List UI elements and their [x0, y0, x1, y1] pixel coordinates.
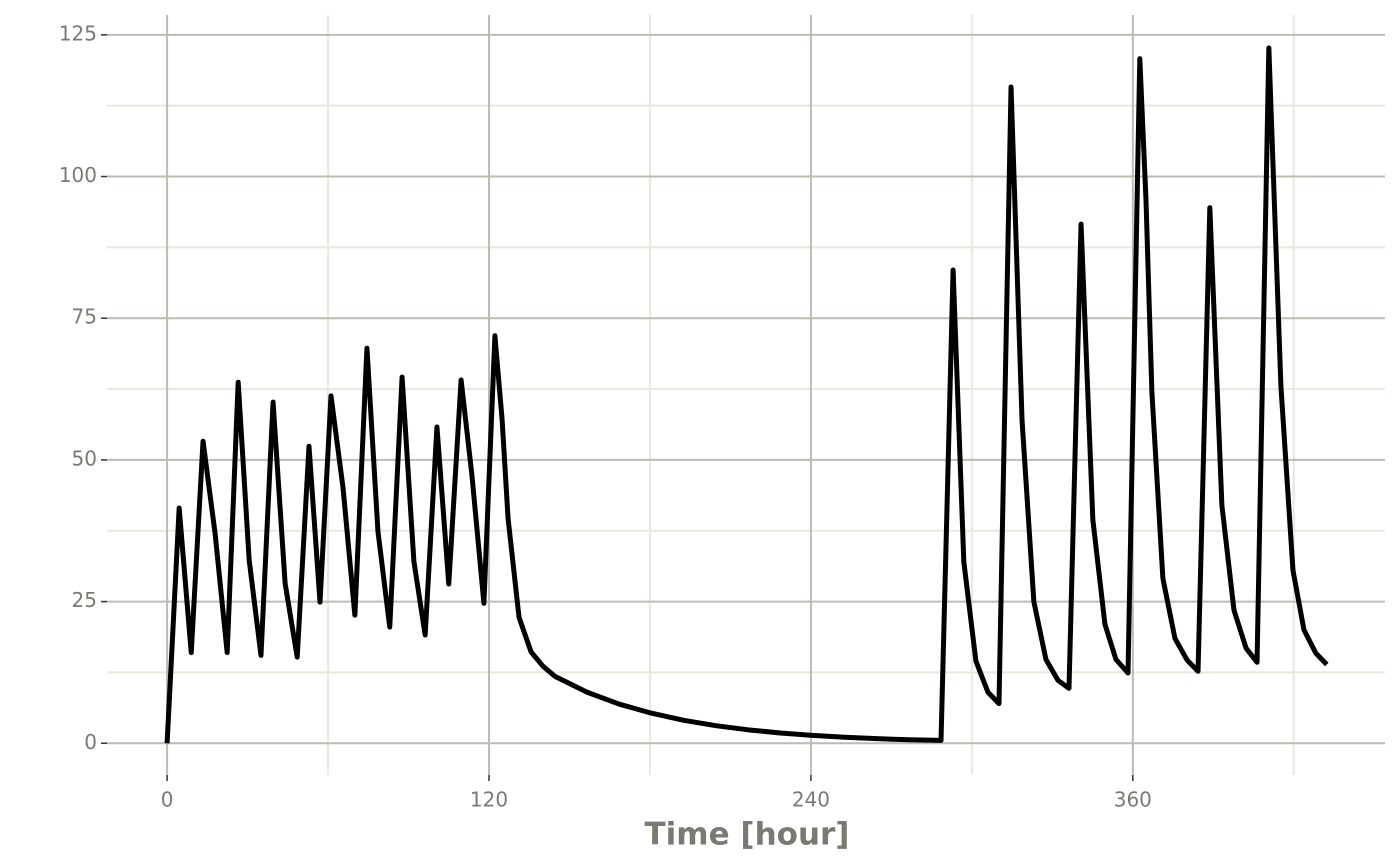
y-tick-label: 75: [72, 305, 97, 329]
x-axis-title: Time [hour]: [645, 817, 850, 853]
y-tick-label: 25: [72, 588, 97, 612]
y-tick-label: 125: [59, 21, 97, 45]
line: [164, 45, 1329, 744]
lines: [164, 45, 1329, 744]
x-tick-label: 0: [161, 788, 174, 812]
y-tick-label: 50: [72, 446, 97, 470]
ticks: 0 120 240 360 0 25 50 75 100 125: [59, 21, 1152, 811]
x-tick-label: 240: [792, 788, 830, 812]
x-tick-label: 120: [470, 788, 508, 812]
y-tick-label: 0: [84, 730, 97, 754]
grid: [107, 15, 1385, 775]
y-tick-label: 100: [59, 163, 97, 187]
x-tick-label: 360: [1114, 788, 1152, 812]
